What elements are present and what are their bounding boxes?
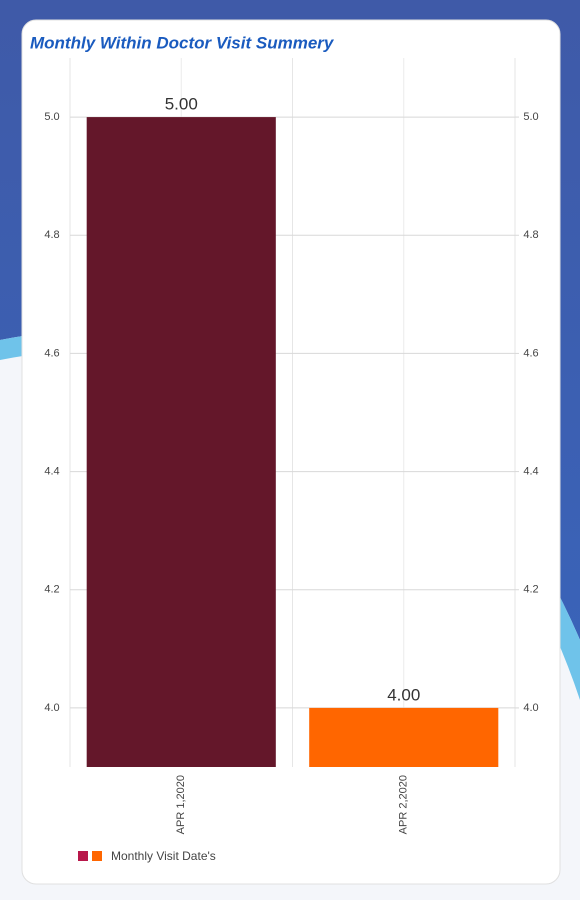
y-tick-label: 4.2 <box>44 584 59 596</box>
bar <box>86 117 276 768</box>
y2-tick-label: 4.2 <box>523 584 538 596</box>
legend-swatch <box>78 851 88 861</box>
y-tick-label: 5.0 <box>44 111 59 123</box>
legend-swatch <box>92 851 102 861</box>
y-tick-label: 4.4 <box>44 465 59 477</box>
y2-tick-label: 4.8 <box>523 229 538 241</box>
y-tick-label: 4.8 <box>44 229 59 241</box>
y-tick-label: 4.0 <box>44 702 59 714</box>
y2-tick-label: 4.0 <box>523 702 538 714</box>
y2-tick-label: 4.4 <box>523 465 538 477</box>
x-tick-label: APR 1,2020 <box>175 775 187 834</box>
y-tick-label: 4.6 <box>44 347 59 359</box>
x-tick-label: APR 2,2020 <box>398 775 410 834</box>
value-label: 4.00 <box>387 685 420 704</box>
chart-title: Monthly Within Doctor Visit Summery <box>30 33 335 52</box>
plot: 4.0 4.2 4.4 4.6 4.8 5.0 4.0 4.2 4.4 4.6 4.8 5.0 APR … <box>44 58 539 863</box>
y2-tick-label: 5.0 <box>523 111 538 123</box>
bar <box>309 707 499 767</box>
y2-tick-label: 4.6 <box>523 347 538 359</box>
legend-label: Monthly Visit Date's <box>111 849 216 863</box>
value-label: 5.00 <box>165 95 198 114</box>
